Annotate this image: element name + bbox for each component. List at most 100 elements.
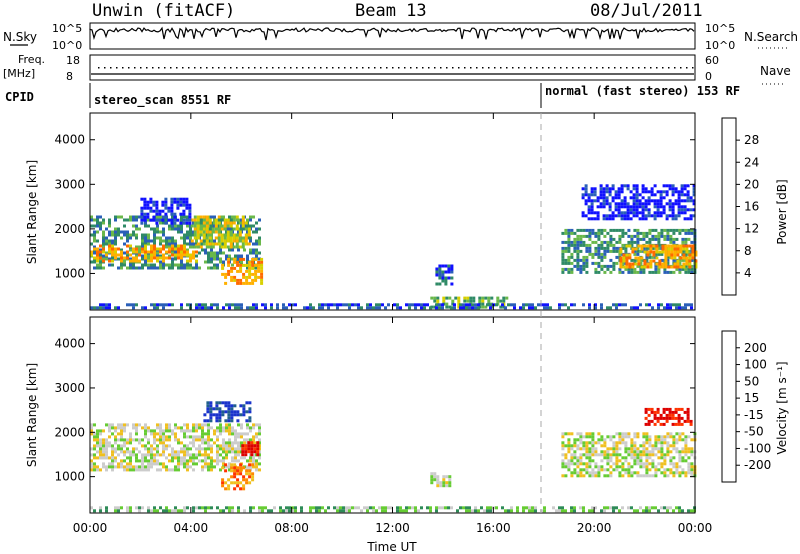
- power-cell: [642, 234, 646, 238]
- power-cell: [680, 211, 684, 215]
- velocity-cell: [162, 450, 165, 454]
- power-cell: [481, 302, 485, 306]
- power-cell: [525, 303, 528, 307]
- power-cell: [627, 267, 631, 271]
- power-cell: [276, 303, 279, 307]
- power-cell: [156, 236, 159, 240]
- velocity-cell: [165, 506, 168, 510]
- power-cell: [144, 244, 147, 248]
- power-cell: [627, 228, 631, 232]
- power-cell: [504, 306, 507, 310]
- power-cell: [223, 227, 227, 231]
- power-cell: [594, 249, 598, 253]
- velocity-cell: [603, 450, 607, 454]
- velocity-cell: [96, 456, 99, 460]
- velocity-cell: [227, 484, 231, 488]
- velocity-cell: [597, 441, 601, 445]
- velocity-cell: [570, 432, 574, 436]
- power-cell: [232, 227, 236, 231]
- power-cell: [665, 184, 669, 188]
- power-cell: [123, 251, 126, 255]
- velocity-cell: [233, 472, 237, 476]
- velocity-cell: [489, 509, 492, 513]
- power-cell: [188, 221, 192, 225]
- power-cell: [111, 247, 114, 251]
- velocity-cell: [648, 450, 652, 454]
- power-cell: [114, 215, 117, 219]
- power-cell: [129, 215, 132, 219]
- power-cell: [146, 215, 150, 219]
- velocity-cell: [677, 407, 681, 411]
- power-cell: [144, 221, 147, 225]
- velocity-cell: [237, 447, 240, 451]
- power-cell: [241, 245, 245, 249]
- power-cell: [174, 263, 177, 267]
- velocity-cell: [234, 459, 237, 463]
- velocity-cell: [243, 456, 246, 460]
- velocity-cell: [123, 438, 126, 442]
- power-cell: [683, 211, 687, 215]
- power-cell: [152, 203, 156, 207]
- power-cell: [188, 206, 192, 210]
- power-cell: [685, 256, 689, 260]
- velocity-cell: [117, 465, 120, 469]
- velocity-cell: [177, 468, 180, 472]
- nave-dot: [104, 67, 106, 69]
- velocity-cell: [681, 447, 685, 451]
- power-cell: [193, 224, 197, 228]
- power-cell: [233, 260, 237, 264]
- power-cell: [667, 265, 671, 269]
- power-cell: [90, 253, 93, 257]
- velocity-cell: [210, 426, 213, 430]
- velocity-cell: [656, 407, 660, 411]
- power-cell: [282, 303, 285, 307]
- power-cell: [614, 214, 618, 218]
- velocity-cell: [117, 509, 120, 513]
- power-cell: [167, 206, 171, 210]
- velocity-cell: [99, 444, 102, 448]
- velocity-cell: [239, 413, 243, 417]
- velocity-cell: [114, 459, 117, 463]
- velocity-cell: [222, 441, 225, 445]
- power-cell: [618, 252, 622, 256]
- velocity-cell: [669, 471, 673, 475]
- power-cell: [202, 221, 206, 225]
- power-cell: [186, 248, 189, 252]
- power-cell: [90, 215, 93, 219]
- velocity-cell: [615, 453, 619, 457]
- power-cell: [180, 224, 183, 228]
- power-cell: [229, 221, 233, 225]
- power-cell: [609, 234, 613, 238]
- power-cell: [219, 251, 222, 255]
- velocity-cell: [387, 506, 390, 510]
- velocity-cell: [120, 444, 123, 448]
- velocity-cell: [579, 456, 583, 460]
- velocity-ytick-label: 3000: [54, 381, 85, 395]
- power-cell: [248, 272, 252, 276]
- velocity-cell: [153, 432, 156, 436]
- velocity-cell: [90, 506, 93, 510]
- velocity-cell: [153, 453, 156, 457]
- velocity-cell: [240, 456, 243, 460]
- velocity-cell: [585, 453, 589, 457]
- velocity-cell: [366, 509, 369, 513]
- power-cell: [643, 259, 647, 263]
- velocity-cell: [120, 506, 123, 510]
- power-cell: [248, 260, 252, 264]
- power-cell: [570, 303, 573, 307]
- power-cell: [502, 305, 506, 309]
- power-cell: [93, 260, 96, 264]
- power-cell: [210, 257, 213, 261]
- power-cell: [585, 264, 589, 268]
- velocity-cell: [222, 450, 225, 454]
- velocity-cell: [576, 474, 580, 478]
- velocity-cell: [585, 456, 589, 460]
- power-cell: [117, 227, 120, 231]
- power-cell: [435, 270, 439, 274]
- velocity-cell: [138, 423, 141, 427]
- power-cell: [108, 259, 111, 263]
- nave-dot: [656, 67, 658, 69]
- velocity-panel-frame: [89, 316, 696, 514]
- nsky-label: N.Sky: [3, 30, 37, 44]
- power-cell: [141, 247, 144, 251]
